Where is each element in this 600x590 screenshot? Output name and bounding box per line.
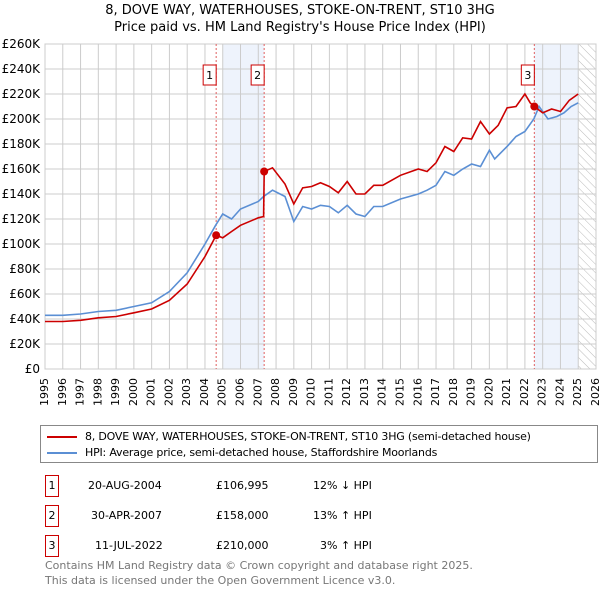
sale-marker-label: 1 [206,69,213,82]
property-price-line [45,92,579,323]
y-tick-label: £140K [2,187,42,201]
x-tick-label: 2026 [589,378,600,406]
x-tick-label: 2012 [340,378,353,406]
x-tick-label: 1998 [91,378,104,406]
y-tick-label: £160K [2,162,42,176]
x-tick-label: 2022 [518,378,531,406]
chart-subtitle: Price paid vs. HM Land Registry's House … [114,20,486,35]
sale-marker-label: 2 [254,69,261,82]
x-tick-label: 2021 [500,378,513,406]
x-tick-label: 2016 [411,378,424,406]
x-tick-label: 2006 [234,378,247,406]
y-tick-label: £60K [9,287,41,301]
sale-marker-label: 2 [45,505,59,527]
y-tick-label: £180K [2,137,42,151]
sale-price: £158,000 [216,509,269,522]
x-tick-label: 1995 [38,378,51,406]
x-tick-label: 1999 [109,378,122,406]
sale-date: 20-AUG-2004 [88,479,162,492]
y-tick-label: £200K [2,112,42,126]
x-tick-label: 2001 [145,378,158,406]
shaded-period [222,44,265,369]
sale-point [212,231,221,240]
x-tick-label: 2015 [393,378,406,406]
sale-marker-label: 3 [45,535,59,557]
y-tick-label: £220K [2,87,42,101]
sale-point [260,167,269,176]
shaded-period [534,44,579,369]
sale-marker-box [520,64,535,86]
plot-border [44,43,597,370]
x-tick-label: 2010 [305,378,318,406]
x-tick-label: 2018 [447,378,460,406]
sale-hpi-diff: 13% ↑ HPI [313,509,372,522]
x-tick-label: 1997 [74,378,87,406]
x-tick-label: 2024 [553,378,566,406]
sale-date: 11-JUL-2022 [95,539,163,552]
legend-label-hpi: HPI: Average price, semi-detached house,… [85,446,438,459]
sale-price: £210,000 [216,539,269,552]
x-tick-label: 1996 [56,378,69,406]
sale-hpi-diff: 12% ↓ HPI [313,479,372,492]
x-tick-label: 2004 [198,378,211,406]
y-tick-label: £240K [2,62,42,76]
y-tick-label: £20K [9,337,41,351]
legend-swatch-property [47,435,77,438]
x-tick-label: 2011 [322,378,335,406]
x-tick-label: 2013 [358,378,371,406]
sale-marker-box [202,64,217,86]
sale-price: £106,995 [216,479,269,492]
plot-area: 1995 1996 1997 1998 1999 2000 2001 2002 2003 2004… [2,37,600,406]
footer-licence: This data is licensed under the Open Gov… [45,574,396,587]
y-tick-label: £120K [2,212,42,226]
footer-copyright: Contains HM Land Registry data © Crown c… [45,559,473,572]
x-tick-label: 2007 [251,378,264,406]
legend-label-property: 8, DOVE WAY, WATERHOUSES, STOKE-ON-TRENT… [85,430,531,443]
x-tick-label: 2009 [287,378,300,406]
x-tick-label: 2003 [180,378,193,406]
y-tick-label: £100K [2,237,42,251]
hpi-line [45,102,579,317]
y-tick-label: £40K [9,312,41,326]
legend-swatch-hpi [47,451,77,454]
x-tick-label: 2008 [269,378,282,406]
legend: 8, DOVE WAY, WATERHOUSES, STOKE-ON-TRENT… [40,425,598,463]
y-tick-label: £80K [9,262,41,276]
x-tick-label: 2019 [465,378,478,406]
sale-point [530,102,539,111]
sale-hpi-diff: 3% ↑ HPI [320,539,372,552]
x-tick-label: 2025 [571,378,584,406]
x-tick-label: 2023 [536,378,549,406]
x-tick-label: 2017 [429,378,442,406]
chart-title: 8, DOVE WAY, WATERHOUSES, STOKE-ON-TRENT… [105,3,495,18]
x-tick-label: 2002 [162,378,175,406]
x-tick-label: 2014 [376,378,389,406]
sale-date: 30-APR-2007 [91,509,163,522]
x-tick-label: 2005 [216,378,229,406]
x-tick-label: 2020 [482,378,495,406]
sale-marker-box [250,64,265,86]
sale-marker-label: 1 [45,475,59,497]
sale-marker-label: 3 [524,69,531,82]
x-tick-label: 2000 [127,378,140,406]
future-hatch [578,44,596,369]
y-tick-label: £0 [25,362,40,376]
y-tick-label: £260K [2,37,42,51]
